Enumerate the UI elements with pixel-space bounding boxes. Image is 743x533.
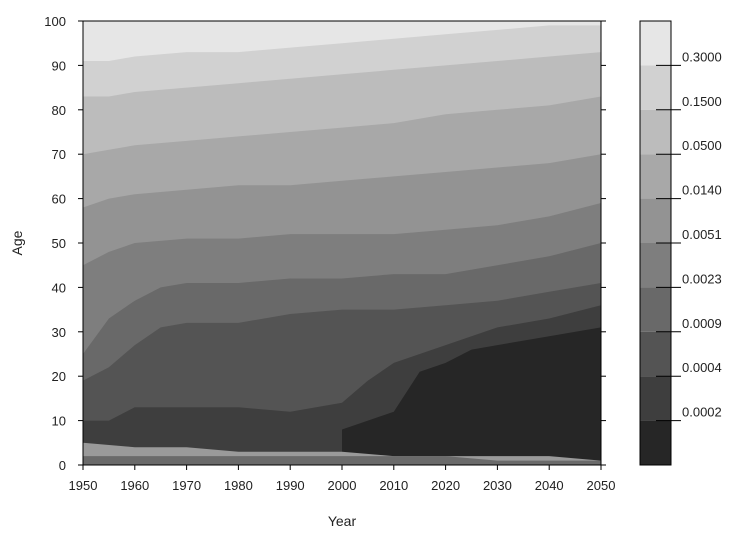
- colorbar-label: 0.0140: [682, 183, 722, 198]
- y-tick-label: 0: [59, 458, 66, 473]
- y-tick-label: 80: [52, 103, 66, 118]
- colorbar-swatch: [640, 21, 671, 66]
- y-tick-label: 20: [52, 369, 66, 384]
- x-tick-label: 2050: [587, 478, 616, 493]
- colorbar-label: 0.0009: [682, 316, 722, 331]
- x-tick-label: 2020: [431, 478, 460, 493]
- x-tick-label: 2000: [328, 478, 357, 493]
- colorbar-label: 0.0051: [682, 227, 722, 242]
- x-tick-label: 1970: [172, 478, 201, 493]
- x-axis-title: Year: [328, 513, 357, 529]
- x-tick-label: 1950: [69, 478, 98, 493]
- y-tick-label: 70: [52, 147, 66, 162]
- colorbar-label: 0.0023: [682, 271, 722, 286]
- x-tick-label: 1980: [224, 478, 253, 493]
- y-tick-label: 60: [52, 192, 66, 207]
- colorbar-label: 0.3000: [682, 49, 722, 64]
- colorbar-swatch: [640, 154, 671, 199]
- colorbar-label: 0.0002: [682, 405, 722, 420]
- x-tick-label: 2010: [379, 478, 408, 493]
- y-tick-label: 30: [52, 325, 66, 340]
- x-tick-label: 2040: [535, 478, 564, 493]
- colorbar-label: 0.0500: [682, 138, 722, 153]
- colorbar: 0.3000 0.1500 0.0500 0.0140 0.0051 0.0023 0.00…: [639, 20, 722, 466]
- colorbar-swatch: [640, 65, 671, 110]
- colorbar-swatch: [640, 331, 671, 377]
- colorbar-label: 0.1500: [682, 94, 722, 109]
- y-tick-label: 10: [52, 414, 66, 429]
- x-tick-label: 2030: [483, 478, 512, 493]
- y-axis-title: Age: [9, 230, 25, 255]
- colorbar-swatch: [640, 198, 671, 243]
- y-tick-label: 40: [52, 280, 66, 295]
- contour-band-0.0002: [342, 327, 601, 465]
- x-tick-label: 1990: [276, 478, 305, 493]
- y-tick-label: 100: [44, 14, 66, 29]
- y-tick-label: 90: [52, 58, 66, 73]
- plot-area: [83, 21, 601, 465]
- low-age-band: [83, 456, 601, 465]
- y-tick-label: 50: [52, 236, 66, 251]
- x-tick-label: 1960: [120, 478, 149, 493]
- colorbar-swatch: [640, 287, 671, 332]
- colorbar-swatch: [640, 376, 671, 421]
- colorbar-swatch: [640, 420, 671, 465]
- colorbar-swatch: [640, 109, 671, 155]
- colorbar-swatch: [640, 243, 671, 288]
- colorbar-label: 0.0004: [682, 360, 722, 375]
